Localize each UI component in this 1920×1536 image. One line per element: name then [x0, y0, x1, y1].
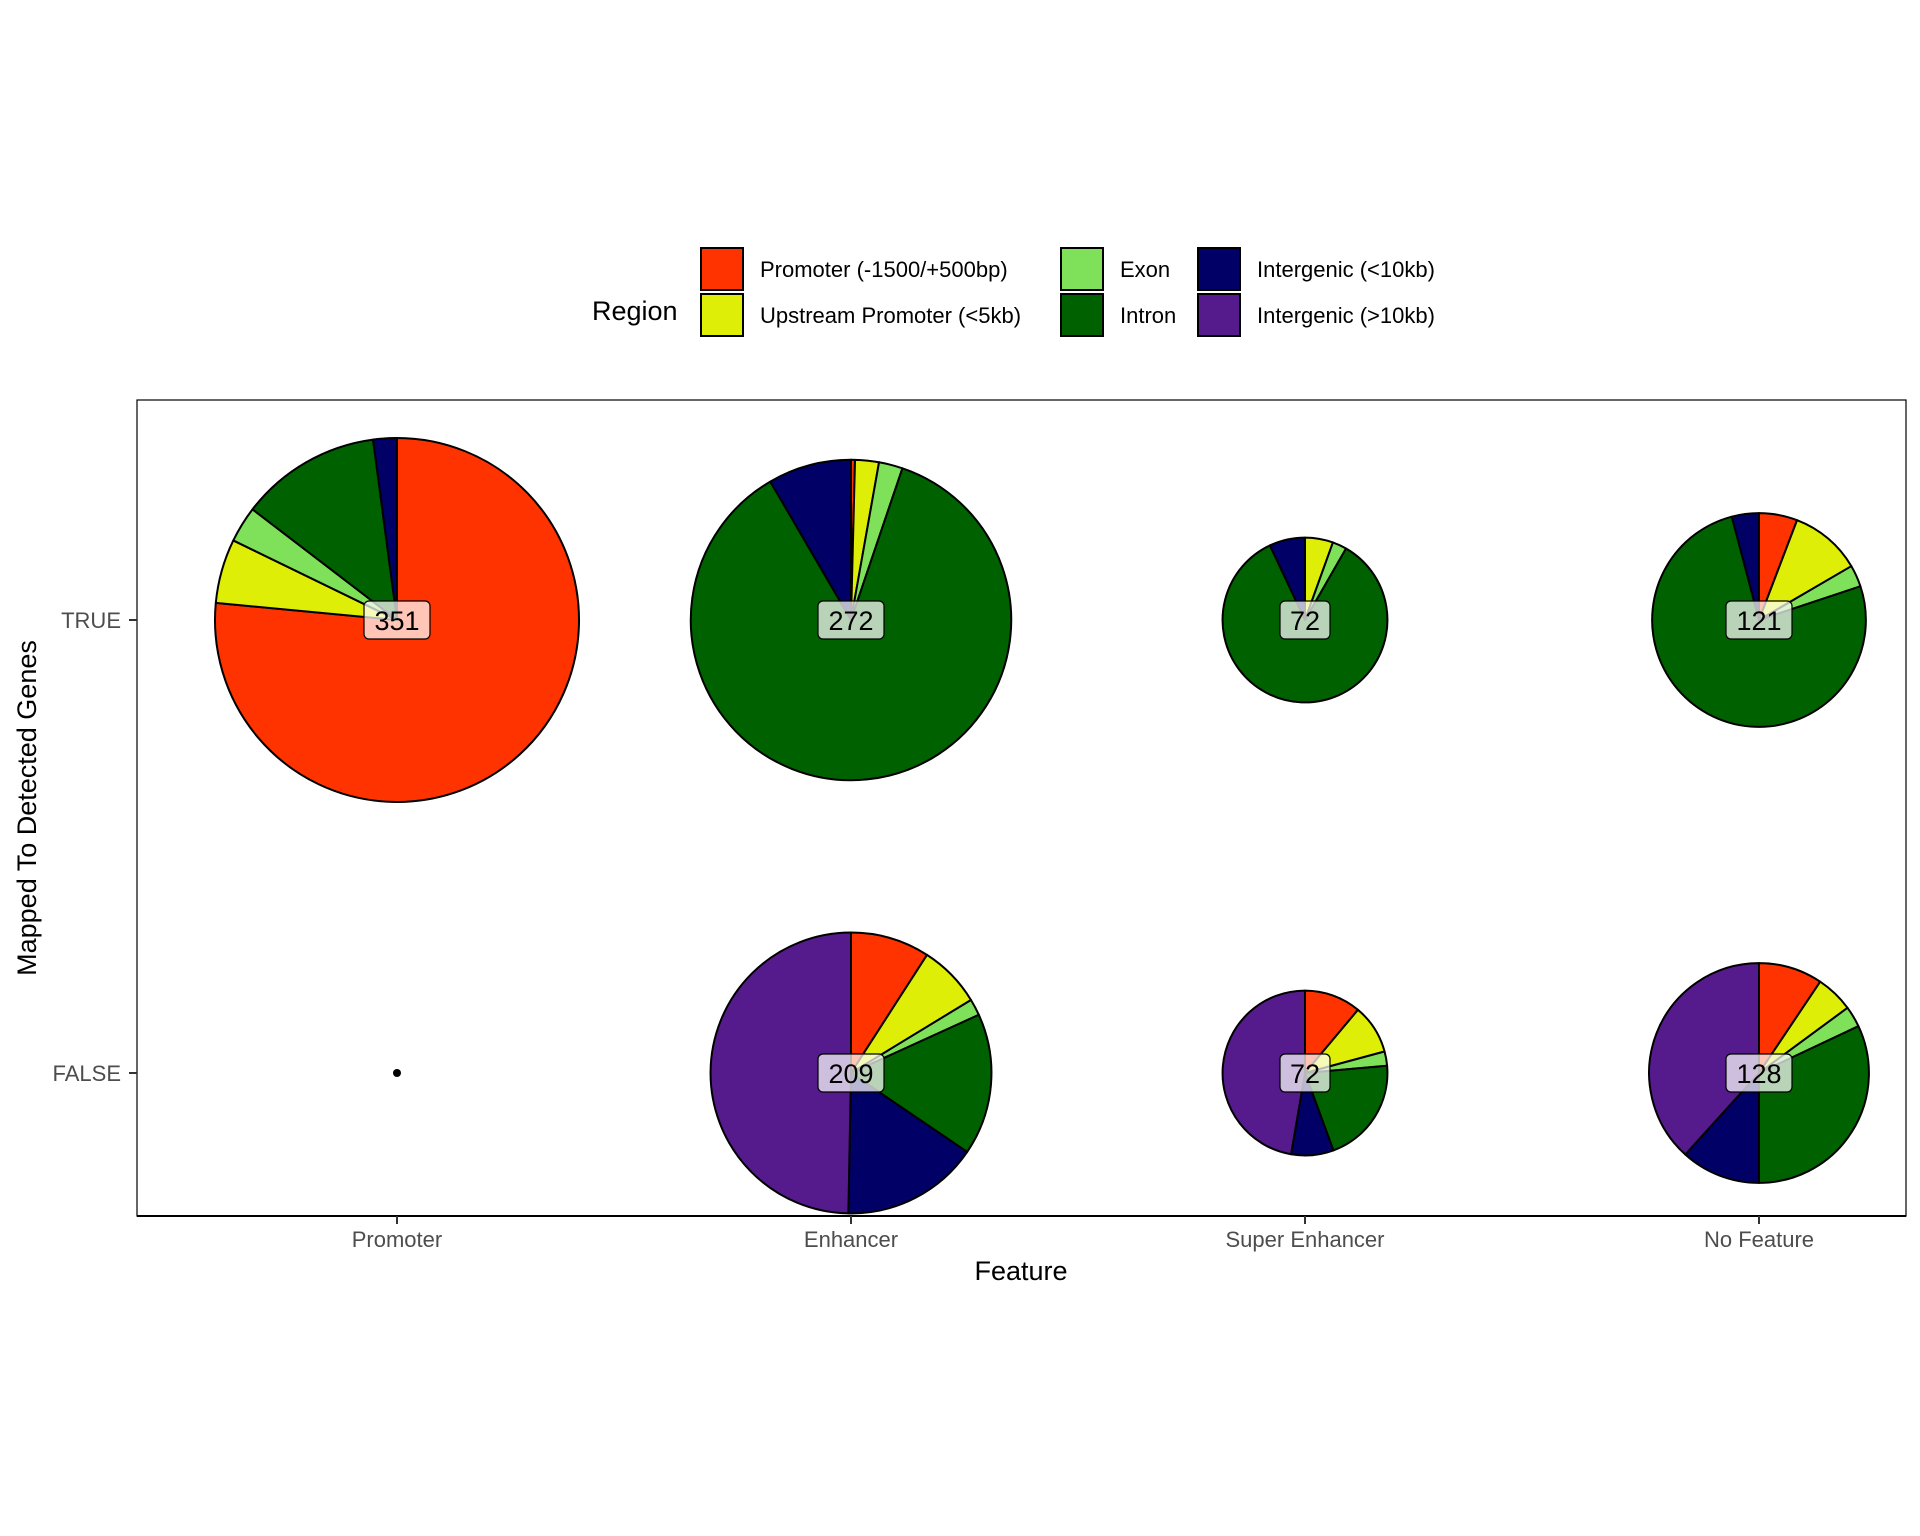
legend-swatch [700, 247, 744, 291]
count-label-box [1279, 1053, 1331, 1093]
count-label: 72 [1290, 606, 1320, 636]
legend-items: Promoter (-1500/+500bp) Upstream Promoter… [700, 247, 1435, 337]
pie-slice [1221, 989, 1306, 1156]
pie-slice [1758, 519, 1853, 621]
legend-swatch [1197, 293, 1241, 337]
x-tick-label: Promoter [352, 1227, 442, 1252]
count-label: 351 [374, 606, 419, 636]
legend-swatch [700, 293, 744, 337]
legend-label: Promoter (-1500/+500bp) [760, 257, 1008, 282]
pie-slice [251, 438, 398, 621]
x-tick-label: Super Enhancer [1226, 1227, 1385, 1252]
legend-label: Intron [1120, 303, 1176, 328]
pie-enhancer-false [709, 931, 993, 1215]
legend-swatch [1197, 247, 1241, 291]
pie-point [393, 1069, 401, 1077]
legend-label: Exon [1120, 257, 1170, 282]
x-axis-title: Feature [974, 1256, 1067, 1286]
x-tick-label: Enhancer [804, 1227, 898, 1252]
pie-slice [769, 458, 852, 621]
pie-slice [1730, 512, 1760, 621]
pie-slice [372, 437, 398, 621]
pie-slice [1684, 1072, 1760, 1184]
pie-no-feature-true [1651, 512, 1867, 728]
count-label-box [1725, 1053, 1793, 1093]
count-label-box [817, 600, 885, 640]
count-label: 128 [1736, 1059, 1781, 1089]
pie-slice [847, 1072, 969, 1215]
y-tick-label: TRUE [61, 608, 121, 633]
y-tick-label: FALSE [53, 1061, 121, 1086]
pie-slice [850, 931, 928, 1074]
pie-slice [709, 931, 852, 1215]
pie-promoter-false [393, 1069, 401, 1077]
legend-title: Region [592, 296, 678, 326]
x-tick-label: No Feature [1704, 1227, 1814, 1252]
count-label-box [1279, 600, 1331, 640]
count-label: 272 [828, 606, 873, 636]
legend-swatch [1060, 247, 1104, 291]
legend-label: Intergenic (<10kb) [1257, 257, 1435, 282]
legend: Region Promoter (-1500/+500bp) Upstream P… [592, 247, 1435, 337]
pie-slice [1648, 962, 1760, 1156]
pie-super-enhancer-false [1221, 989, 1389, 1157]
legend-swatch [1060, 293, 1104, 337]
legend-label: Intergenic (>10kb) [1257, 303, 1435, 328]
x-axis: Promoter Enhancer Super Enhancer No Feature [352, 1216, 1814, 1252]
pie-slice [1268, 536, 1306, 621]
pie-slice [850, 1013, 993, 1153]
count-label-box [817, 1053, 885, 1093]
count-labels: 351 272 72 121 209 72 128 [363, 600, 1793, 1093]
count-label: 121 [1736, 606, 1781, 636]
count-label-box [1725, 600, 1793, 640]
y-axis-title: Mapped To Detected Genes [12, 640, 42, 976]
legend-label: Upstream Promoter (<5kb) [760, 303, 1021, 328]
count-label: 72 [1290, 1059, 1320, 1089]
count-label: 209 [828, 1059, 873, 1089]
y-axis: TRUE FALSE [53, 608, 137, 1086]
count-label-box [363, 600, 431, 640]
